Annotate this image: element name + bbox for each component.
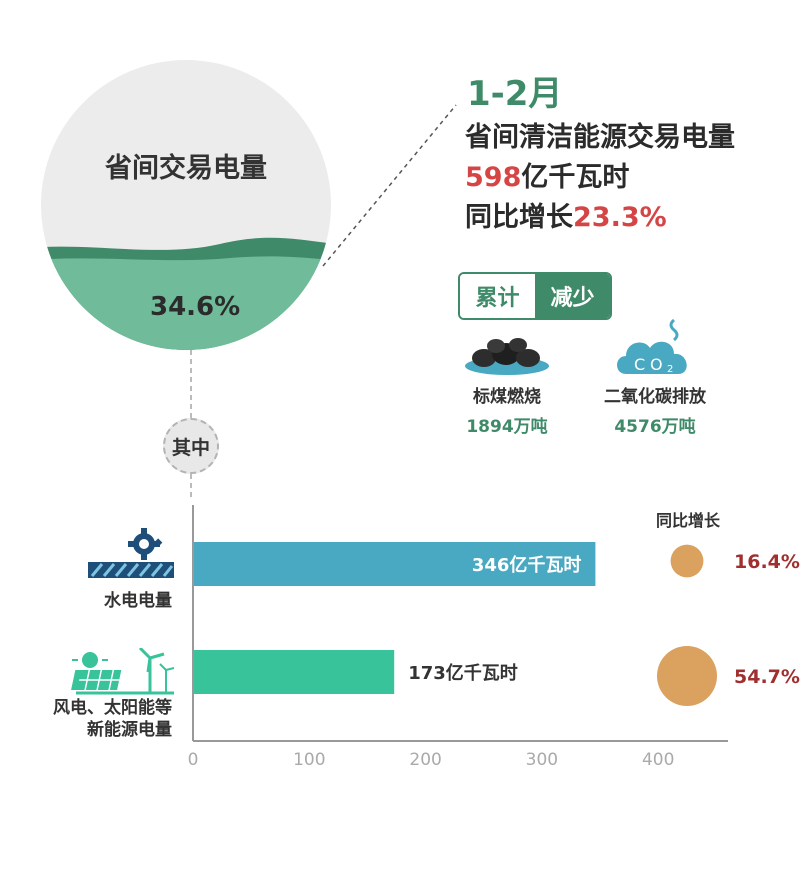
headline-amount-value: 598 [465,162,522,193]
x-tick-label: 100 [293,750,325,770]
svg-text:O: O [650,355,663,374]
reduction-label-co2: 二氧化碳排放 [604,387,706,407]
bar-value-label: 173亿千瓦时 [408,662,518,684]
pie-share-label: 34.6% [150,292,241,322]
growth-value-label: 54.7% [734,666,800,688]
hydropower-icon [88,528,174,578]
x-tick-label: 200 [409,750,441,770]
badge-right-text: 减少 [535,274,610,318]
co2-cloud-icon: C O 2 [617,318,687,375]
svg-text:C: C [634,355,645,374]
divider-label: 其中 [163,418,219,474]
reduction-value-coal: 1894万吨 [466,417,548,437]
category-label-hydro: 水电电量 [0,590,172,612]
category-label-wind-solar: 风电、太阳能等 新能源电量 [0,697,172,741]
svg-text:2: 2 [667,364,673,375]
badge-left-text: 累计 [460,274,535,318]
growth-title: 同比增长 [656,511,721,530]
category-label-wind-solar-line1: 风电、太阳能等 [53,698,172,718]
headline-amount-unit: 亿千瓦时 [521,162,630,193]
cumulative-reduction-badge: 累计 减少 [458,272,612,320]
coal-icon [465,338,549,375]
headline-title: 省间清洁能源交易电量 [465,122,735,153]
x-tick-label: 300 [526,750,558,770]
period-label: 1-2月 [467,74,563,114]
bar-value-label: 346亿千瓦时 [472,554,582,576]
headline-growth: 同比增长23.3% [465,195,667,234]
top-graphic [41,60,457,500]
wind-solar-icon [71,648,175,695]
category-label-wind-solar-line2: 新能源电量 [87,720,172,740]
bar [194,542,596,586]
reduction-label-coal: 标煤燃烧 [473,387,541,407]
connector-line [322,104,457,267]
x-tick-label: 0 [188,750,199,770]
reduction-value-co2: 4576万吨 [614,417,696,437]
pie-title: 省间交易电量 [105,153,267,184]
x-tick-label: 400 [642,750,674,770]
headline-amount: 598亿千瓦时 [465,155,629,194]
growth-bubble [670,544,704,578]
growth-bubble [657,646,717,706]
headline-growth-prefix: 同比增长 [465,202,573,233]
growth-value-label: 16.4% [734,551,800,573]
category-label-hydro-line1: 水电电量 [104,591,172,611]
bar [194,650,395,694]
headline-growth-value: 23.3% [573,202,667,233]
bar-chart: 0 100 200 300 400 346亿千瓦时 173亿千瓦时 同比增长 16.4% 54.7… [188,505,800,770]
